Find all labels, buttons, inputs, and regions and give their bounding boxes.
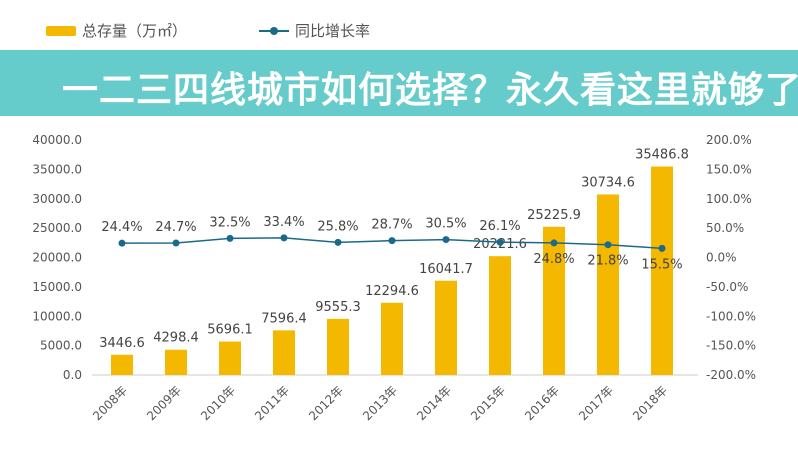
growth-value-label: 24.4% — [101, 220, 142, 235]
x-tick-label: 2014年 — [414, 383, 454, 423]
x-tick-label: 2016年 — [522, 383, 562, 423]
x-tick-label: 2013年 — [360, 383, 400, 423]
x-tick-label: 2018年 — [630, 383, 670, 423]
bar — [597, 194, 619, 375]
growth-value-label: 24.7% — [155, 220, 196, 235]
y-left-tick-label: 0.0 — [63, 368, 82, 382]
y-left-tick-label: 35000.0 — [32, 162, 82, 176]
y-left-tick-label: 5000.0 — [40, 339, 82, 353]
legend-bar-label: 总存量（万㎡） — [82, 22, 188, 40]
y-left-tick-label: 30000.0 — [32, 192, 82, 206]
growth-point — [280, 234, 288, 242]
x-tick-label: 2015年 — [468, 383, 508, 423]
bar — [381, 302, 403, 375]
y-right-tick-label: 100.0% — [706, 192, 752, 206]
y-right-tick-label: -100.0% — [706, 309, 756, 323]
growth-point — [550, 239, 558, 247]
y-right-tick-label: 200.0% — [706, 133, 752, 147]
y-left-tick-label: 40000.0 — [32, 133, 82, 147]
growth-point — [118, 239, 126, 247]
banner-title: 一二三四线城市如何选择？永久看这里就够了 — [62, 70, 798, 111]
x-tick-label: 2017年 — [576, 383, 616, 423]
y-right-tick-label: 150.0% — [706, 162, 752, 176]
legend-line-swatch — [259, 26, 290, 35]
x-tick-label: 2010年 — [198, 383, 238, 423]
y-right-tick-label: 50.0% — [706, 221, 744, 235]
legend: 总存量（万㎡） 同比增长率 — [46, 20, 370, 41]
x-tick-label: 2008年 — [90, 383, 130, 423]
y-left-tick-label: 10000.0 — [32, 309, 82, 323]
y-right-tick-label: 0.0% — [706, 251, 737, 265]
y-right-tick-label: -150.0% — [706, 339, 756, 353]
bar — [111, 354, 133, 375]
growth-value-label: 15.5% — [641, 257, 682, 272]
growth-value-label: 25.8% — [317, 219, 358, 234]
growth-point — [226, 234, 234, 242]
y-right-tick-label: -200.0% — [706, 368, 756, 382]
bar-value-label: 5696.1 — [207, 323, 253, 338]
y-right-tick-label: -50.0% — [706, 280, 748, 294]
growth-point — [334, 238, 342, 246]
y-left-tick-label: 15000.0 — [32, 280, 82, 294]
growth-value-label: 32.5% — [209, 215, 250, 230]
bar-value-label: 12294.6 — [365, 284, 419, 299]
bar-value-label: 25225.9 — [527, 208, 581, 223]
growth-point — [172, 239, 180, 247]
bar-value-label: 7596.4 — [261, 311, 307, 326]
bar — [651, 166, 673, 375]
x-tick-label: 2011年 — [252, 383, 292, 423]
title-banner: 一二三四线城市如何选择？永久看这里就够了 — [0, 50, 798, 116]
bar-value-label: 35486.8 — [635, 148, 689, 163]
bar — [273, 330, 295, 375]
legend-line-label: 同比增长率 — [295, 22, 371, 40]
bar — [489, 256, 511, 375]
bar — [435, 280, 457, 375]
growth-value-label: 24.8% — [533, 252, 574, 267]
bar-value-label: 3446.6 — [99, 336, 145, 351]
x-tick-label: 2012年 — [306, 383, 346, 423]
legend-bar-swatch — [46, 25, 76, 36]
growth-value-label: 28.7% — [371, 218, 412, 233]
growth-point — [496, 238, 504, 246]
growth-point — [658, 244, 666, 252]
bar-value-label: 30734.6 — [581, 175, 635, 190]
bar — [219, 341, 241, 375]
x-tick-label: 2009年 — [144, 383, 184, 423]
bar-value-label: 4298.4 — [153, 331, 199, 346]
y-left-tick-label: 25000.0 — [32, 221, 82, 235]
bar — [327, 318, 349, 375]
bar — [543, 226, 565, 375]
bar-value-label: 9555.3 — [315, 300, 361, 315]
growth-point — [604, 241, 612, 249]
bar-value-label: 16041.7 — [419, 262, 473, 277]
growth-point — [388, 237, 396, 245]
growth-point — [442, 236, 450, 244]
growth-value-label: 21.8% — [587, 254, 628, 269]
bar — [165, 349, 187, 375]
growth-value-label: 33.4% — [263, 215, 304, 230]
growth-value-label: 26.1% — [479, 219, 520, 234]
y-left-tick-label: 20000.0 — [32, 251, 82, 265]
growth-value-label: 30.5% — [425, 217, 466, 232]
